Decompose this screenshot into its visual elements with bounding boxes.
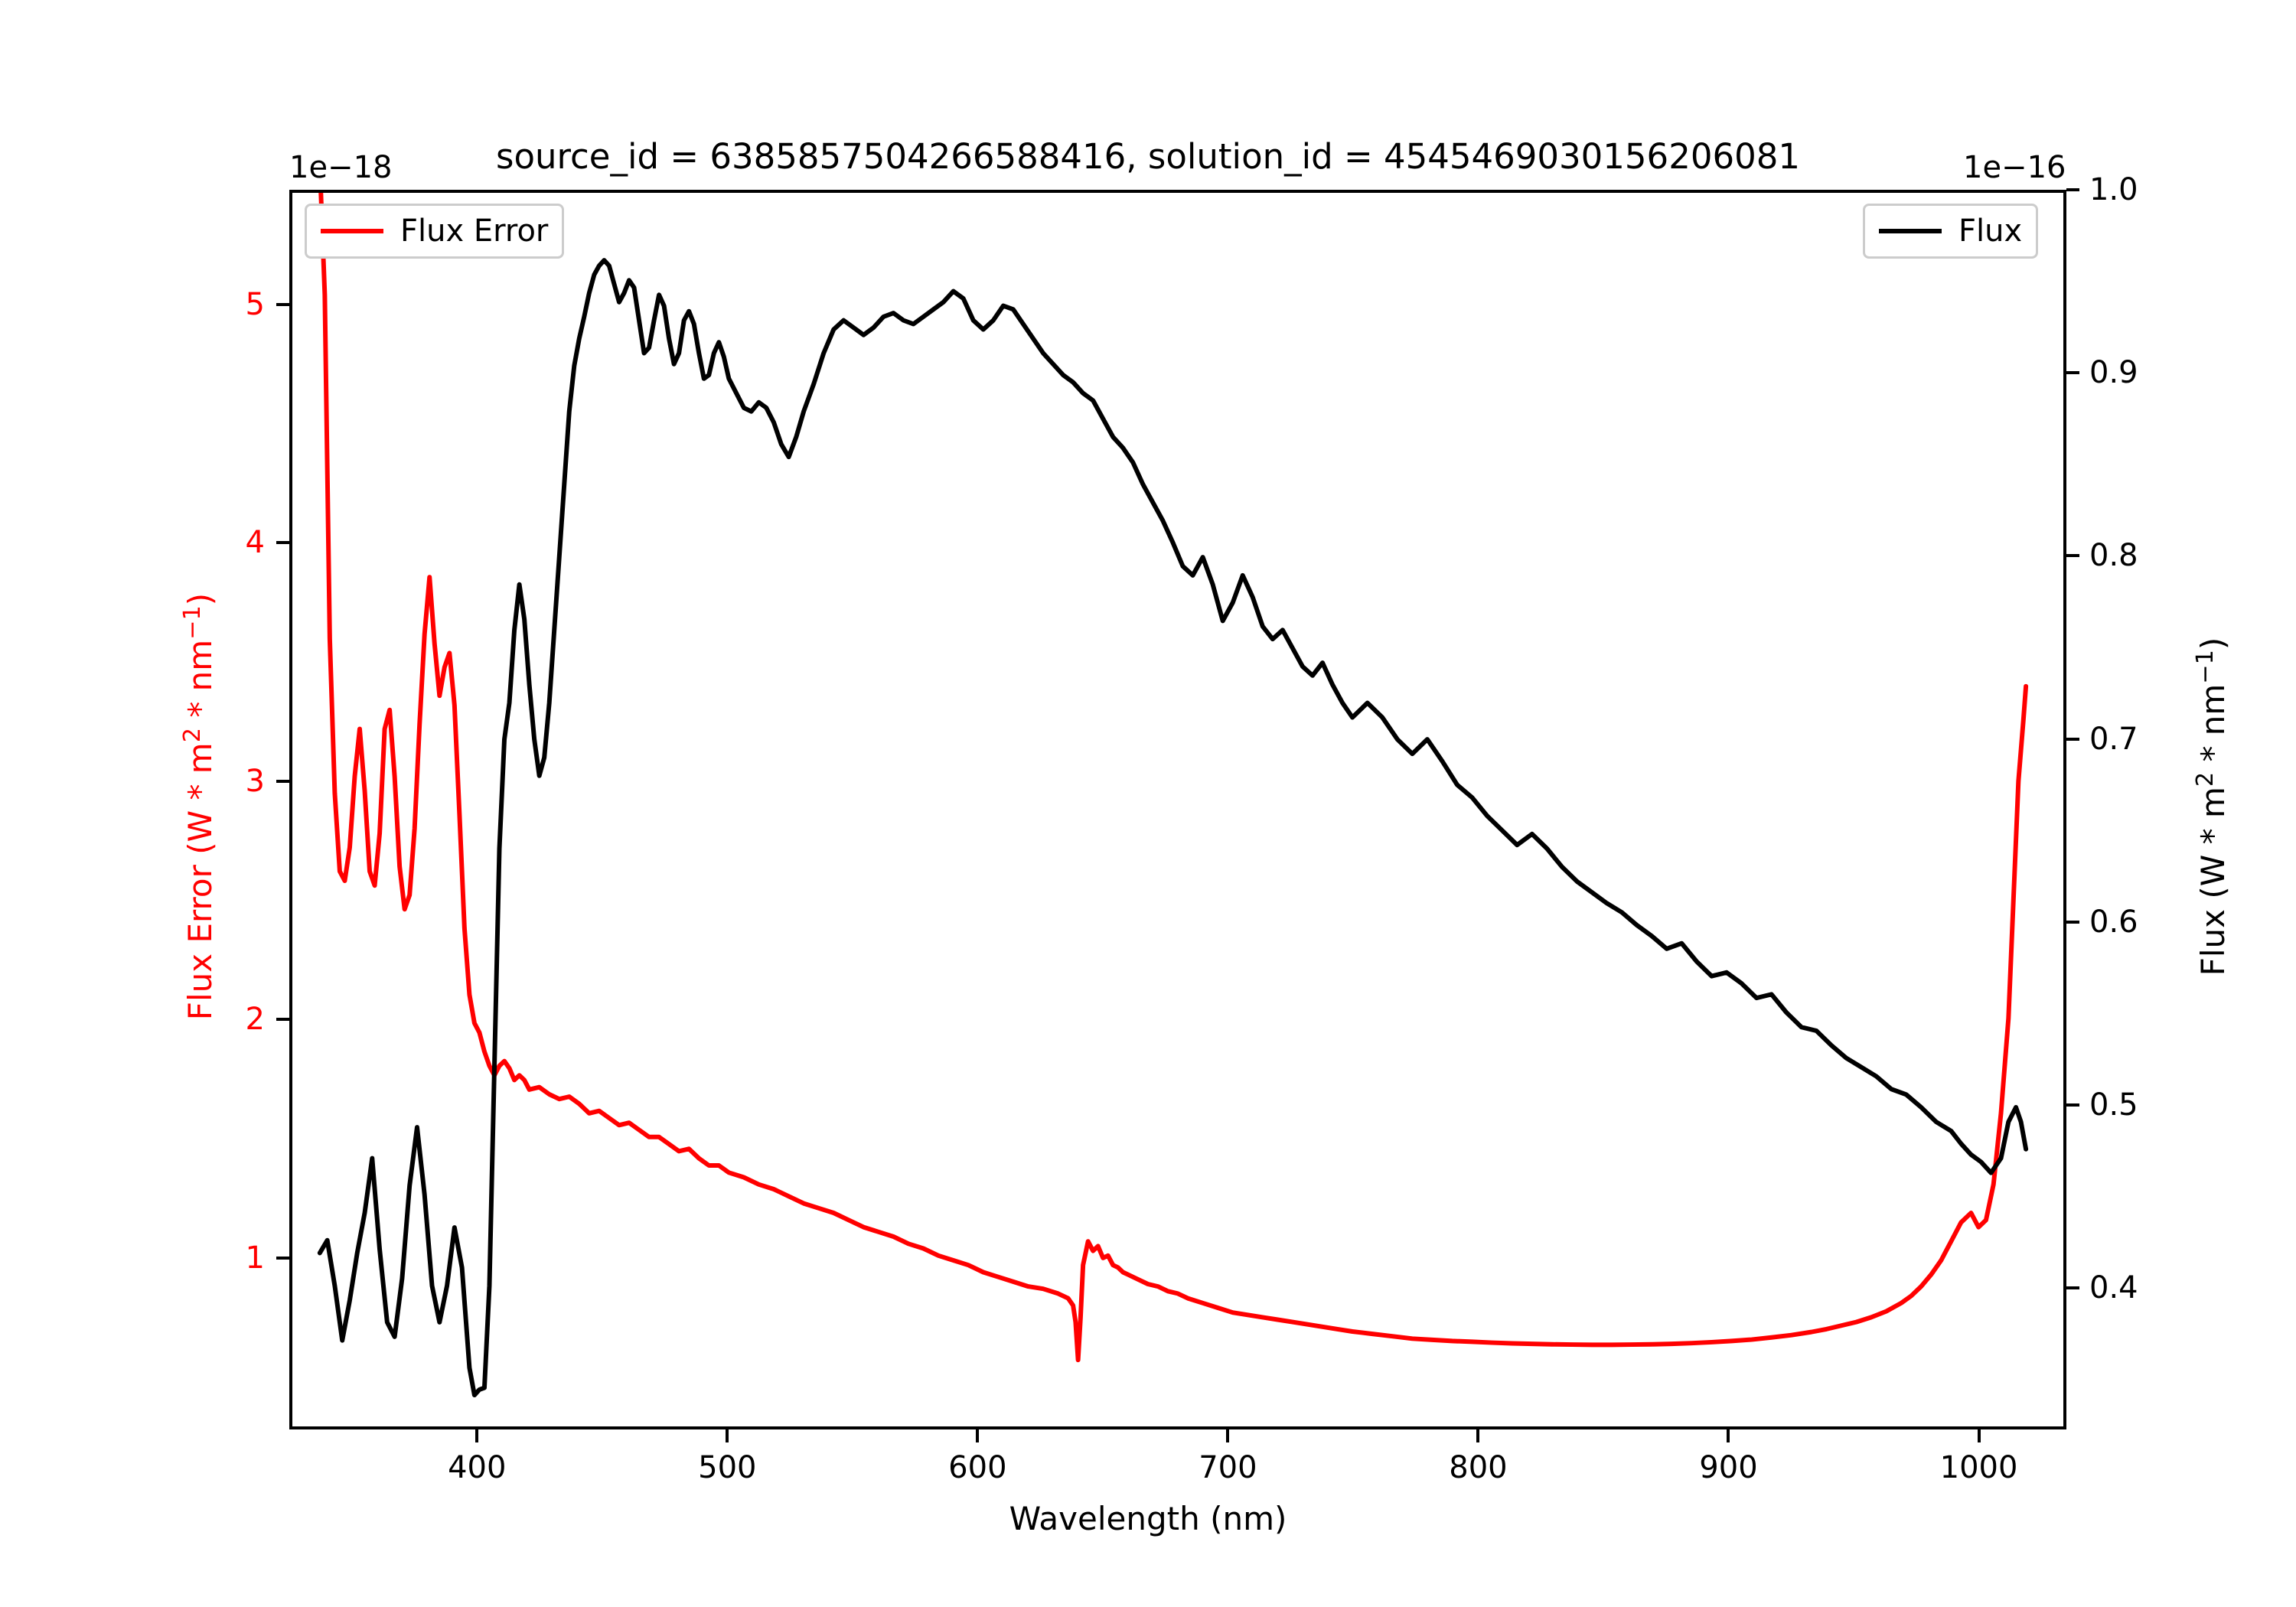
right-y-tick-mark [2066, 737, 2079, 741]
plot-svg [317, 193, 2029, 1398]
right-y-tick-label: 0.6 [2089, 904, 2138, 940]
right-y-axis-label-prefix: Flux (W * m [2194, 787, 2232, 976]
x-tick-label: 900 [1699, 1450, 1758, 1485]
right-y-axis-label-mid: * nm [2194, 683, 2232, 772]
x-tick-mark [1226, 1429, 1230, 1442]
x-tick-label: 500 [698, 1450, 757, 1485]
x-tick-mark [475, 1429, 479, 1442]
left-y-tick-mark [276, 1018, 289, 1022]
left-y-axis-label: Flux Error (W * m2 * nm−1) [179, 424, 219, 1189]
x-tick-label: 700 [1199, 1450, 1257, 1485]
x-tick-mark [1476, 1429, 1480, 1442]
left-y-tick-label: 5 [245, 286, 265, 322]
legend-label-flux-error: Flux Error [400, 214, 549, 249]
x-tick-mark [1727, 1429, 1730, 1442]
series-line-flux-error [318, 193, 2029, 1363]
right-y-tick-mark [2066, 1286, 2079, 1290]
right-y-tick-label: 0.8 [2089, 538, 2138, 574]
right-y-tick-mark [2066, 371, 2079, 375]
right-axis-offset-label: 1e−16 [1963, 150, 2066, 185]
right-y-axis-label-sup2: −1 [2192, 650, 2219, 684]
right-y-tick-label: 0.7 [2089, 721, 2138, 757]
legend-label-flux: Flux [1958, 214, 2023, 249]
left-y-tick-label: 3 [245, 763, 265, 799]
page-title: source_id = 6385857504266588416, solutio… [496, 136, 1800, 177]
right-y-tick-mark [2066, 1103, 2079, 1107]
left-y-axis-label-suffix: ) [181, 592, 219, 606]
left-y-tick-label: 1 [245, 1240, 265, 1276]
x-tick-label: 800 [1449, 1450, 1508, 1485]
series-line-flux [317, 258, 2029, 1398]
x-tick-mark [726, 1429, 729, 1442]
right-y-axis-label-suffix: ) [2194, 637, 2232, 650]
left-y-axis-label-mid: * nm [181, 639, 219, 729]
plot-area [289, 190, 2066, 1429]
left-y-axis-label-sup2: −1 [179, 605, 206, 640]
legend-flux-error[interactable]: Flux Error [305, 204, 565, 259]
left-y-axis-label-prefix: Flux Error (W * m [181, 742, 219, 1021]
x-tick-mark [976, 1429, 980, 1442]
right-y-tick-mark [2066, 920, 2079, 924]
legend-swatch-flux-error-icon [321, 229, 383, 233]
left-y-axis-label-sup1: 2 [179, 728, 206, 743]
right-y-tick-mark [2066, 554, 2079, 558]
right-y-tick-label: 0.5 [2089, 1087, 2138, 1123]
right-y-axis-label-sup1: 2 [2192, 771, 2219, 787]
x-tick-label: 1000 [1939, 1450, 2018, 1485]
left-y-tick-mark [276, 302, 289, 306]
x-axis-label: Wavelength (nm) [1009, 1500, 1287, 1537]
left-y-tick-label: 2 [245, 1002, 265, 1038]
right-y-tick-label: 0.4 [2089, 1270, 2138, 1306]
left-y-tick-mark [276, 1256, 289, 1260]
right-y-tick-label: 0.9 [2089, 355, 2138, 391]
legend-flux[interactable]: Flux [1863, 204, 2039, 259]
x-tick-label: 400 [448, 1450, 507, 1485]
right-y-axis-label: Flux (W * m2 * nm−1) [2192, 424, 2232, 1189]
left-y-tick-label: 4 [245, 525, 265, 561]
left-y-tick-mark [276, 779, 289, 783]
left-axis-offset-label: 1e−18 [289, 150, 393, 185]
x-tick-label: 600 [948, 1450, 1007, 1485]
right-y-tick-label: 1.0 [2089, 172, 2138, 207]
left-y-tick-mark [276, 541, 289, 545]
right-y-tick-mark [2066, 188, 2079, 191]
x-tick-mark [1977, 1429, 1981, 1442]
legend-swatch-flux-icon [1879, 229, 1942, 233]
